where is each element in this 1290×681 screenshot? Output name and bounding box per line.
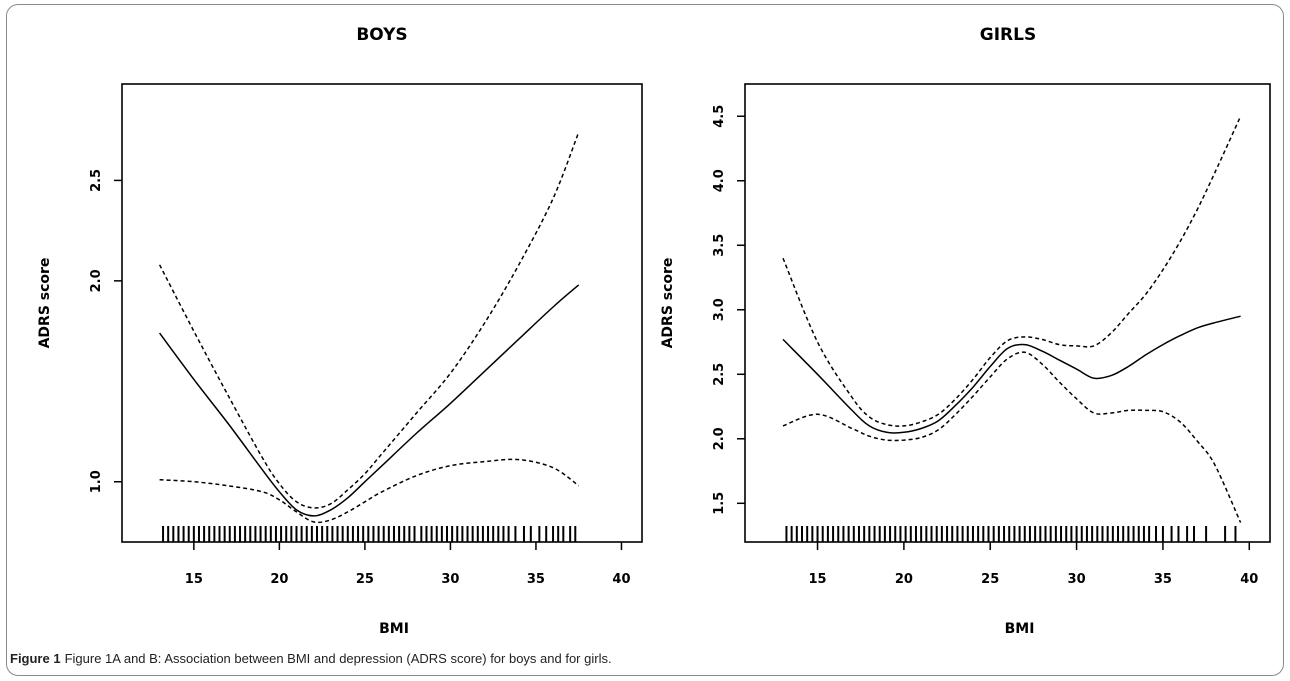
plot-area-border (121, 83, 643, 543)
chart-title: BOYS (356, 25, 407, 45)
y-tick-label: 3.5 (712, 234, 727, 257)
x-axis-title: BMI (1005, 621, 1035, 637)
x-tick-label: 20 (270, 572, 288, 587)
fitted-curve (782, 315, 1241, 434)
x-tick-label: 35 (1154, 572, 1172, 587)
y-tick-label: 4.0 (712, 169, 727, 192)
x-tick-label: 15 (808, 572, 826, 587)
chart-panel-boys: BOYS 15 20 25 30 35 40 1.0 2.0 2.5 BMI ADRS score (37, 25, 643, 637)
x-tick-label: 30 (441, 572, 459, 587)
y-axis-title: ADRS score (660, 258, 676, 349)
y-tick-label: 1.0 (89, 470, 104, 493)
confidence-band-curve (782, 351, 1242, 523)
y-axis-title: ADRS score (37, 258, 53, 349)
rug-marks (162, 526, 577, 542)
y-tick-label: 2.0 (712, 427, 727, 450)
x-tick-label: 15 (185, 572, 203, 587)
figure-frame (6, 4, 1284, 676)
y-tick-label: 2.5 (89, 169, 104, 192)
x-tick-label: 25 (981, 572, 999, 587)
y-tick-label: 2.5 (712, 363, 727, 386)
rug-marks (785, 526, 1237, 542)
confidence-band-curve (782, 115, 1242, 427)
y-tick-label: 4.5 (712, 105, 727, 128)
y-tick-label: 2.0 (89, 269, 104, 292)
caption-text: Figure 1A and B: Association between BMI… (64, 651, 612, 666)
confidence-band-curve (158, 131, 580, 509)
chart-panel-girls: GIRLS 15 20 25 30 35 40 1.5 2.0 2.5 3.0 3.5 4.0 4.5 BM… (660, 25, 1271, 637)
x-tick-label: 20 (895, 572, 913, 587)
x-tick-label: 35 (527, 572, 545, 587)
y-tick-label: 3.0 (712, 298, 727, 321)
caption-label: Figure 1 (10, 651, 61, 666)
figure-caption: Figure 1 Figure 1A and B: Association bet… (10, 651, 612, 666)
fitted-curve (158, 284, 580, 517)
x-tick-label: 40 (612, 572, 630, 587)
x-tick-label: 40 (1240, 572, 1258, 587)
plot-area-border (744, 83, 1271, 543)
x-tick-label: 25 (356, 572, 374, 587)
chart-title: GIRLS (980, 25, 1036, 45)
y-tick-label: 1.5 (712, 492, 727, 515)
x-axis-title: BMI (379, 621, 409, 637)
x-tick-label: 30 (1068, 572, 1086, 587)
confidence-band-curve (159, 458, 580, 524)
